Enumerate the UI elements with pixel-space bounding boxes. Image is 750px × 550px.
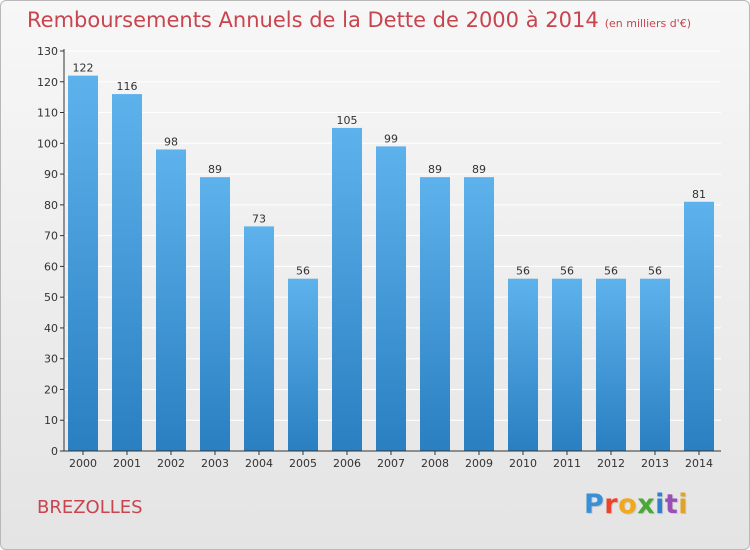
value-label: 81	[692, 188, 706, 201]
x-tick-label: 2002	[157, 457, 185, 470]
x-tick-label: 2009	[465, 457, 493, 470]
y-tick-label: 130	[37, 45, 58, 58]
y-tick-label: 120	[37, 76, 58, 89]
value-labels: 122 116 98 89 73 56 105 99 89 89 56 56 56 56 81	[73, 62, 707, 278]
logo-letter: x	[637, 489, 656, 520]
y-tick-label: 0	[51, 445, 58, 458]
bar-2001	[112, 94, 142, 452]
logo-letter: i	[678, 489, 689, 520]
value-label: 89	[472, 163, 486, 176]
value-label: 56	[516, 265, 530, 278]
bar-2008	[420, 177, 450, 451]
bar-2010	[508, 278, 538, 451]
x-tick-label: 2012	[597, 457, 625, 470]
y-tick-label: 40	[44, 322, 58, 335]
value-label: 98	[164, 135, 178, 148]
value-label: 56	[296, 265, 310, 278]
bar-2011	[552, 278, 582, 451]
place-name: BREZOLLES	[37, 497, 143, 518]
x-tick-label: 2004	[245, 457, 273, 470]
x-tick-label: 2005	[289, 457, 317, 470]
y-tick-label: 20	[44, 383, 58, 396]
bar-2009	[464, 177, 494, 451]
bar-2013	[640, 278, 670, 451]
value-label: 89	[208, 163, 222, 176]
y-tick-label: 60	[44, 260, 58, 273]
x-tick-label: 2013	[641, 457, 669, 470]
y-tick-label: 100	[37, 137, 58, 150]
bar-2002	[156, 149, 186, 451]
value-label: 105	[337, 114, 358, 127]
value-label: 99	[384, 132, 398, 145]
bar-2006	[332, 127, 362, 451]
y-tick-label: 30	[44, 353, 58, 366]
value-label: 56	[648, 265, 662, 278]
y-tick-label: 10	[44, 414, 58, 427]
chart-title: Remboursements Annuels de la Dette de 20…	[27, 8, 691, 32]
x-tick-label: 2014	[685, 457, 713, 470]
logo-letter: r	[604, 489, 619, 520]
bar-2007	[376, 146, 406, 451]
value-label: 56	[604, 265, 618, 278]
x-tick-label: 2001	[113, 457, 141, 470]
value-label: 73	[252, 212, 266, 225]
chart-title-text: Remboursements Annuels de la Dette de 20…	[27, 8, 599, 32]
value-label: 56	[560, 265, 574, 278]
bars	[68, 75, 714, 452]
x-tick-label: 2007	[377, 457, 405, 470]
logo-letter: o	[618, 489, 638, 520]
y-tick-label: 50	[44, 291, 58, 304]
bar-2003	[200, 177, 230, 451]
axes: 0 10 20 30 40 50 60 70 80 90 100 110 120 130 2000 2001 2…	[37, 45, 721, 470]
y-tick-label: 80	[44, 199, 58, 212]
x-tick-label: 2008	[421, 457, 449, 470]
y-tick-label: 110	[37, 107, 58, 120]
value-label: 116	[117, 80, 138, 93]
logo-letter: P	[584, 489, 605, 520]
x-tick-label: 2000	[69, 457, 97, 470]
logo-letter: t	[664, 489, 679, 520]
bar-2005	[288, 278, 318, 451]
value-label: 122	[73, 62, 94, 75]
x-tick-label: 2003	[201, 457, 229, 470]
y-tick-label: 90	[44, 168, 58, 181]
bar-2012	[596, 278, 626, 451]
x-tick-label: 2010	[509, 457, 537, 470]
y-tick-label: 70	[44, 230, 58, 243]
bar-2014	[684, 201, 714, 451]
x-tick-label: 2006	[333, 457, 361, 470]
value-label: 89	[428, 163, 442, 176]
bar-2004	[244, 226, 274, 451]
logo-letter: i	[655, 489, 665, 520]
proxiti-logo: Proxiti	[584, 489, 688, 520]
chart-units: (en milliers d'€)	[604, 17, 691, 30]
x-tick-label: 2011	[553, 457, 581, 470]
bar-2000	[68, 75, 98, 451]
